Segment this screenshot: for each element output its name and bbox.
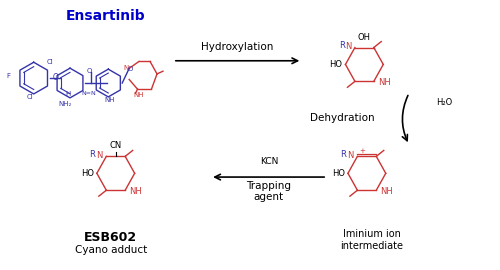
Text: Cyano adduct: Cyano adduct [74, 245, 147, 255]
Text: N: N [96, 151, 102, 160]
Text: O: O [127, 66, 132, 72]
Text: O: O [86, 68, 92, 74]
Text: N=N: N=N [81, 92, 96, 96]
Text: CN: CN [110, 141, 122, 150]
Text: ESB602: ESB602 [84, 231, 138, 244]
Text: NH: NH [378, 78, 390, 87]
Text: NH: NH [134, 92, 144, 98]
Text: H: H [65, 91, 70, 97]
Text: Dehydration: Dehydration [310, 113, 374, 123]
Text: NH₂: NH₂ [58, 101, 71, 107]
Text: Cl: Cl [46, 59, 53, 65]
Text: F: F [6, 73, 10, 79]
Text: OH: OH [358, 33, 371, 42]
Text: R: R [340, 150, 346, 159]
Text: HO: HO [330, 60, 342, 69]
Text: NH: NH [380, 187, 393, 196]
Text: +: + [360, 148, 366, 154]
Text: NH: NH [129, 187, 142, 196]
Text: Cl: Cl [26, 94, 33, 100]
Text: Trapping
agent: Trapping agent [246, 181, 292, 202]
Text: HO: HO [332, 169, 345, 178]
Text: O: O [52, 73, 59, 82]
Text: KCN: KCN [260, 157, 278, 166]
Text: HO: HO [81, 169, 94, 178]
Text: Hydroxylation: Hydroxylation [202, 42, 274, 52]
Text: N: N [346, 42, 352, 51]
Text: NH: NH [104, 97, 115, 103]
Text: Ensartinib: Ensartinib [66, 9, 146, 23]
Text: R: R [339, 41, 345, 50]
Text: Iminium ion
intermediate: Iminium ion intermediate [340, 229, 404, 251]
Text: N: N [347, 151, 354, 160]
Text: H₂O: H₂O [436, 98, 452, 107]
Text: N: N [123, 65, 128, 71]
Text: R: R [90, 150, 96, 159]
